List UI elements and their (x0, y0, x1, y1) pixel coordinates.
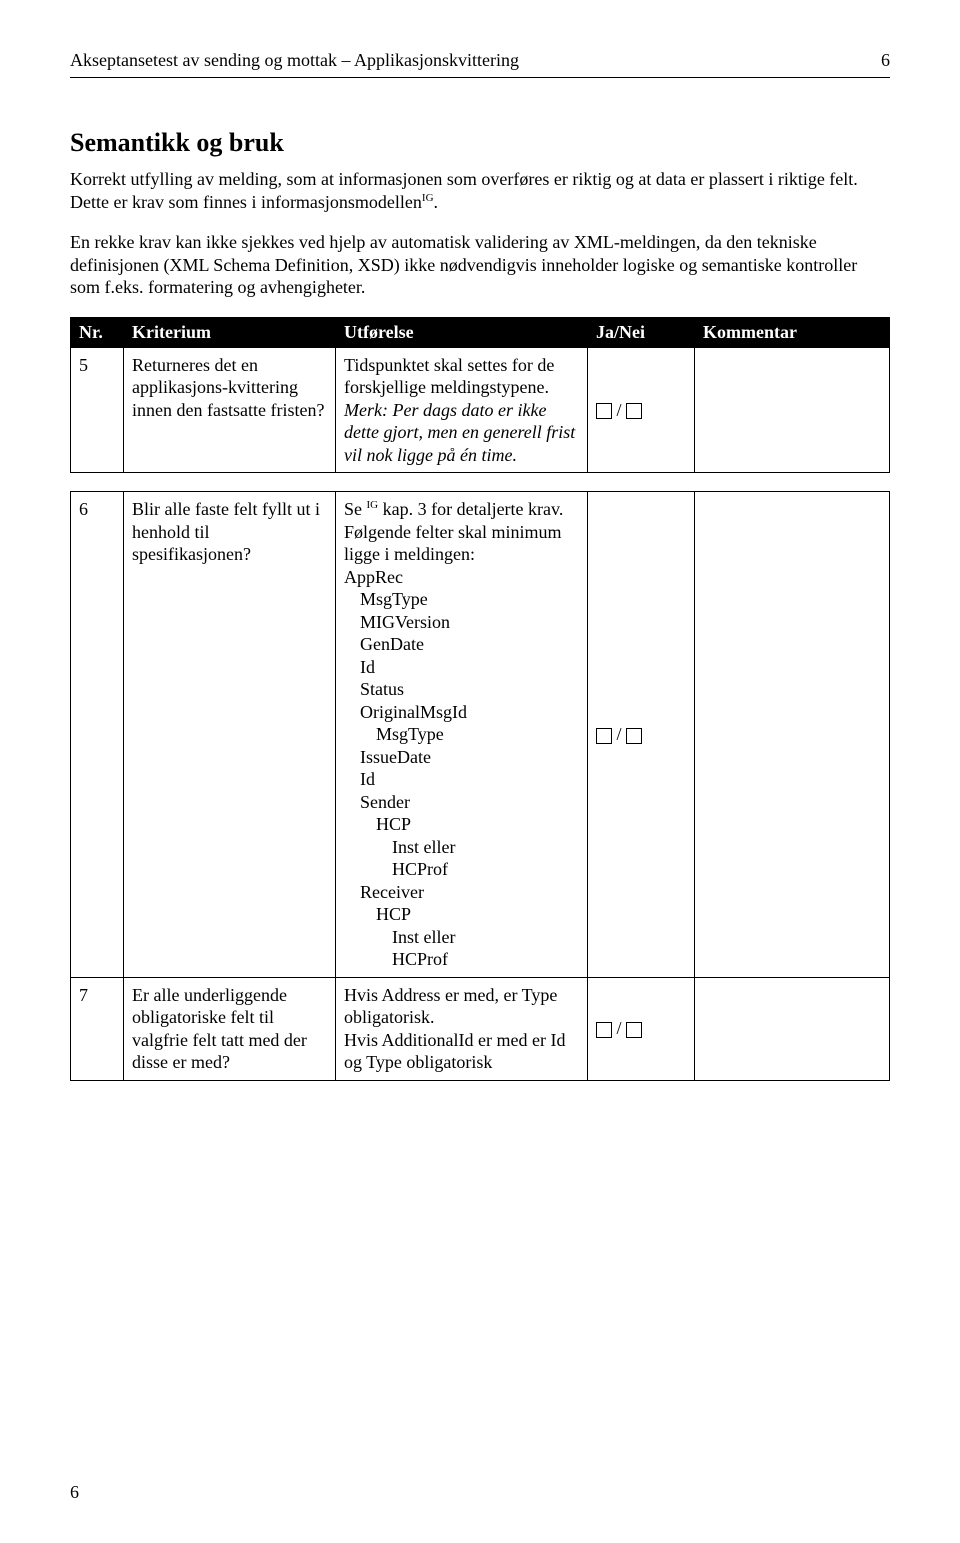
th-kommentar: Kommentar (695, 317, 890, 347)
header-rule (70, 77, 890, 78)
cell-utforelse: Se IG kap. 3 for detaljerte krav. Følgen… (336, 492, 588, 978)
cell-janei: / (588, 492, 695, 978)
list-item: AppRec (344, 566, 579, 589)
running-header: Akseptansetest av sending og mottak – Ap… (70, 50, 890, 71)
row6-utf-a: Se (344, 499, 367, 519)
checkbox-ja[interactable] (596, 1022, 612, 1038)
page: Akseptansetest av sending og mottak – Ap… (0, 0, 960, 1543)
cell-kriterium: Er alle underliggende obligatoriske felt… (124, 977, 336, 1080)
th-nr: Nr. (71, 317, 124, 347)
list-item: Id (344, 656, 579, 679)
list-item: MsgType (344, 723, 579, 746)
cell-utforelse: Hvis Address er med, er Type obligatoris… (336, 977, 588, 1080)
list-item: HCP (344, 813, 579, 836)
list-item: HCProf (344, 948, 579, 971)
intro-p1-text-b: . (434, 192, 439, 212)
list-item: MsgType (344, 588, 579, 611)
cell-kommentar (695, 492, 890, 978)
table-row: 5 Returneres det en applikasjons-kvitter… (71, 347, 890, 473)
row6-utf-sup: IG (367, 499, 379, 511)
checkbox-nei[interactable] (626, 1022, 642, 1038)
cell-kommentar (695, 977, 890, 1080)
list-item: Inst eller (344, 836, 579, 859)
row5-utf-a: Tidspunktet skal settes for de forskjell… (344, 355, 554, 398)
cell-utforelse: Tidspunktet skal settes for de forskjell… (336, 347, 588, 473)
cell-kriterium: Blir alle faste felt fyllt ut i henhold … (124, 492, 336, 978)
list-item: Inst eller (344, 926, 579, 949)
cell-kommentar (695, 347, 890, 473)
intro-paragraph-1: Korrekt utfylling av melding, som at inf… (70, 168, 890, 213)
footer-page-number: 6 (70, 1482, 79, 1503)
list-item: IssueDate (344, 746, 579, 769)
criteria-table-1: Nr. Kriterium Utførelse Ja/Nei Kommentar… (70, 317, 890, 474)
th-utforelse: Utførelse (336, 317, 588, 347)
intro-p1-sup: IG (422, 192, 434, 204)
table-row: 6 Blir alle faste felt fyllt ut i henhol… (71, 492, 890, 978)
cell-janei: / (588, 977, 695, 1080)
checkbox-nei[interactable] (626, 403, 642, 419)
list-item: MIGVersion (344, 611, 579, 634)
list-item: HCP (344, 903, 579, 926)
intro-paragraph-2: En rekke krav kan ikke sjekkes ved hjelp… (70, 231, 890, 299)
section-title: Semantikk og bruk (70, 128, 890, 158)
list-item: OriginalMsgId (344, 701, 579, 724)
criteria-table-2: 6 Blir alle faste felt fyllt ut i henhol… (70, 491, 890, 1081)
table-row: 7 Er alle underliggende obligatoriske fe… (71, 977, 890, 1080)
cell-nr: 5 (71, 347, 124, 473)
cell-kriterium: Returneres det en applikasjons-kvitterin… (124, 347, 336, 473)
list-item: Id (344, 768, 579, 791)
list-item: GenDate (344, 633, 579, 656)
row5-utf-b: Merk: Per dags dato er ikke dette gjort,… (344, 400, 575, 465)
header-page-number: 6 (881, 50, 890, 71)
list-item: Status (344, 678, 579, 701)
cell-janei: / (588, 347, 695, 473)
checkbox-nei[interactable] (626, 728, 642, 744)
cell-nr: 7 (71, 977, 124, 1080)
th-kriterium: Kriterium (124, 317, 336, 347)
header-title: Akseptansetest av sending og mottak – Ap… (70, 50, 519, 71)
intro-p1-text-a: Korrekt utfylling av melding, som at inf… (70, 169, 858, 212)
checkbox-ja[interactable] (596, 728, 612, 744)
checkbox-ja[interactable] (596, 403, 612, 419)
table-header-row: Nr. Kriterium Utførelse Ja/Nei Kommentar (71, 317, 890, 347)
th-janei: Ja/Nei (588, 317, 695, 347)
list-item: Receiver (344, 881, 579, 904)
cell-nr: 6 (71, 492, 124, 978)
list-item: HCProf (344, 858, 579, 881)
list-item: Sender (344, 791, 579, 814)
